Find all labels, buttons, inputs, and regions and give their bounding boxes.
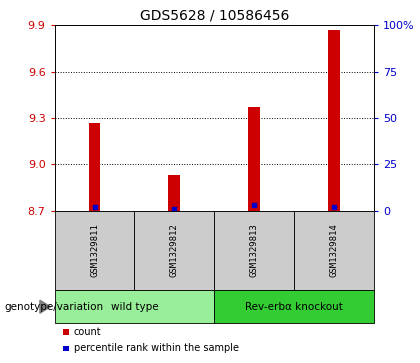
Bar <box>89 123 100 211</box>
Title: GDS5628 / 10586456: GDS5628 / 10586456 <box>139 9 289 23</box>
Bar <box>248 107 260 211</box>
Text: GSM1329814: GSM1329814 <box>329 224 339 277</box>
Text: percentile rank within the sample: percentile rank within the sample <box>74 343 239 354</box>
Bar <box>328 30 340 211</box>
Bar <box>168 175 180 211</box>
Polygon shape <box>40 300 50 313</box>
Text: wild type: wild type <box>110 302 158 312</box>
Bar <box>55 211 134 290</box>
Text: genotype/variation: genotype/variation <box>4 302 103 312</box>
Bar <box>294 211 374 290</box>
Bar <box>214 211 294 290</box>
Bar <box>55 290 214 323</box>
Text: GSM1329811: GSM1329811 <box>90 224 99 277</box>
Bar <box>134 211 214 290</box>
Text: Rev-erbα knockout: Rev-erbα knockout <box>245 302 343 312</box>
Text: GSM1329812: GSM1329812 <box>170 224 179 277</box>
Bar <box>63 346 69 351</box>
Bar <box>214 290 374 323</box>
Text: GSM1329813: GSM1329813 <box>249 224 259 277</box>
Text: count: count <box>74 327 101 337</box>
Bar <box>63 330 69 335</box>
